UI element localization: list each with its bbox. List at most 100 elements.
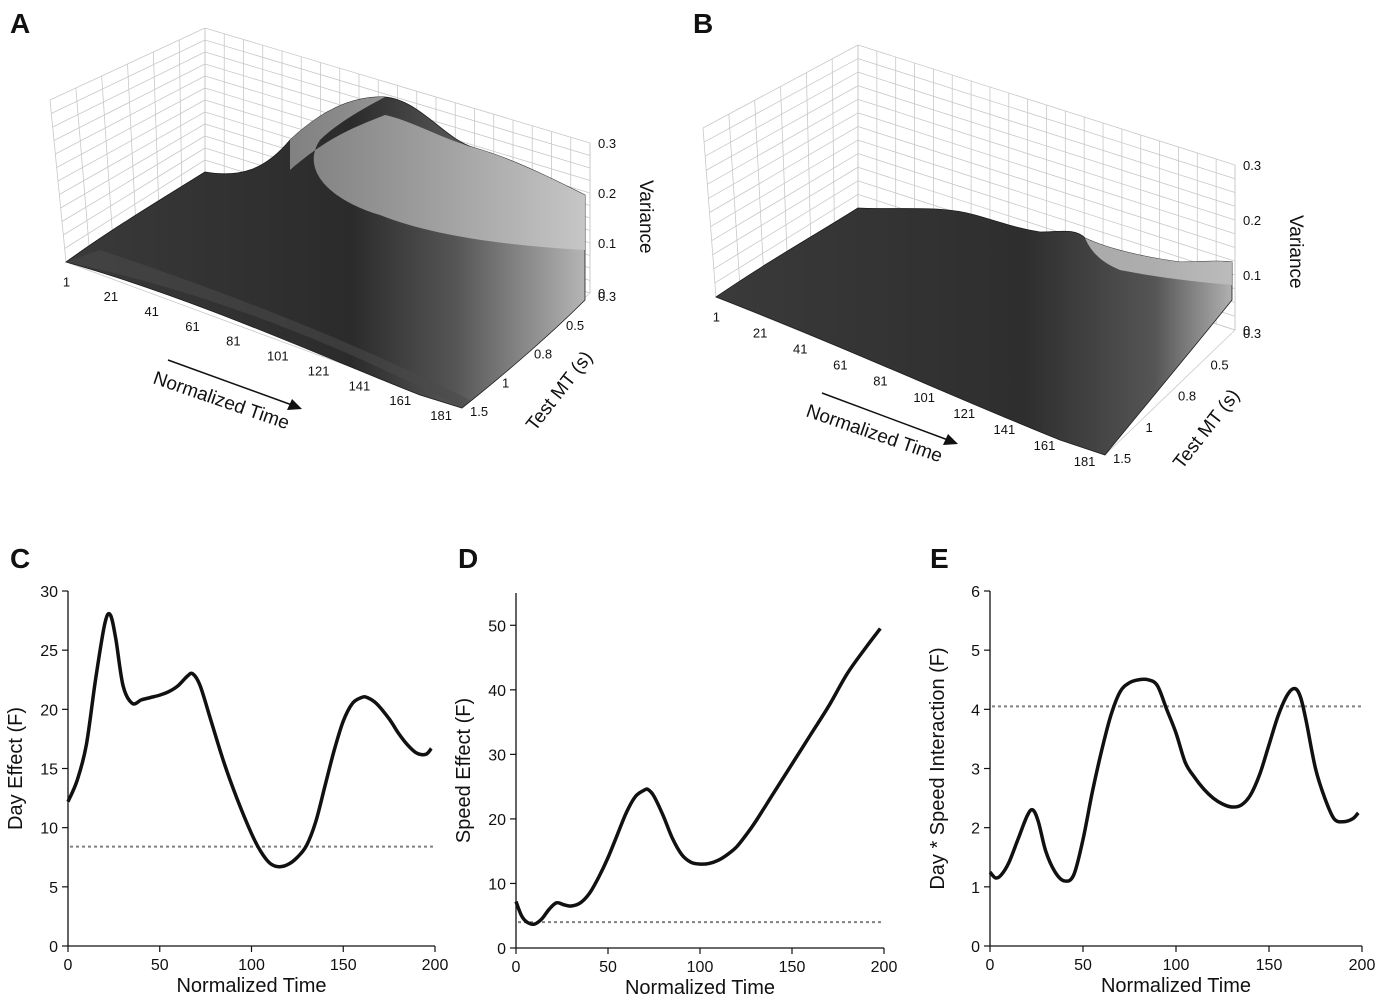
chart-d-y-tick-label: 0 bbox=[497, 941, 506, 958]
panel-b-x-tick-label: 181 bbox=[1074, 454, 1096, 469]
panel-b-surface-highlight bbox=[1085, 238, 1232, 285]
panel-b-ticks: 1214161811011211411611810.30.50.811.500.… bbox=[713, 158, 1261, 469]
chart-e: 0 50 100 150 200 0 1 2 3 4 5 6 Normalized Time Day * … bbox=[927, 584, 1375, 997]
chart-e-y-tick-label: 0 bbox=[971, 939, 980, 956]
panel-b-grid-line bbox=[754, 100, 764, 268]
chart-c-ylabel: Day Effect (F) bbox=[5, 707, 27, 830]
panel-letter-e: E bbox=[930, 543, 949, 574]
chart-e-series-line bbox=[988, 677, 1360, 883]
panel-b-y-tick-label: 1 bbox=[1146, 420, 1153, 435]
panel-a-x-tick-label: 1 bbox=[63, 274, 70, 289]
panel-b-xlabel: Normalized Time bbox=[803, 401, 945, 467]
panel-b-x-tick-label: 41 bbox=[793, 342, 807, 357]
chart-d-ylabel: Speed Effect (F) bbox=[453, 698, 475, 843]
chart-c: 0 50 100 150 200 0 5 10 15 20 25 30 Normalized Time D… bbox=[5, 584, 448, 997]
panel-a-z-tick-label: 0.1 bbox=[598, 236, 616, 251]
panel-letter-d: D bbox=[458, 543, 478, 574]
chart-d-y-tick-label: 20 bbox=[488, 812, 506, 829]
chart-d-x-tick-label: 0 bbox=[512, 959, 521, 976]
panel-a-x-arrowhead bbox=[287, 399, 302, 410]
chart-c-y-tick-label: 25 bbox=[40, 643, 58, 660]
panel-b-grid-line bbox=[805, 72, 812, 238]
panel-a-x-tick-label: 21 bbox=[104, 289, 118, 304]
panel-b-x-tick-label: 81 bbox=[873, 374, 887, 389]
chart-e-y-tick-label: 6 bbox=[971, 584, 980, 601]
panel-letter-c: C bbox=[10, 543, 30, 574]
panel-b-z-tick-label: 0.1 bbox=[1243, 268, 1261, 283]
panel-b-x-arrowhead bbox=[943, 434, 958, 445]
panel-a-grid-line bbox=[49, 99, 67, 263]
panel-b-z-tick-label: 0.3 bbox=[1243, 158, 1261, 173]
panel-a-x-tick-label: 101 bbox=[267, 349, 289, 364]
chart-d: 0 50 100 150 200 0 10 20 30 40 50 Normalized Time Sp… bbox=[453, 593, 897, 998]
panel-a-zlabel: Variance bbox=[635, 180, 656, 254]
chart-c-x-tick-label: 150 bbox=[330, 957, 357, 974]
chart-d-x-tick-label: 100 bbox=[687, 959, 714, 976]
panel-a-y-tick-label: 0.5 bbox=[566, 318, 584, 333]
panel-b-z-tick-label: 0 bbox=[1243, 323, 1250, 338]
panel-b-box-edge bbox=[1104, 329, 1236, 456]
chart-e-xlabel: Normalized Time bbox=[1101, 975, 1251, 997]
panel-a-grid-line bbox=[204, 39, 591, 156]
panel-b-zlabel: Variance bbox=[1285, 215, 1306, 289]
chart-d-series-line bbox=[514, 627, 882, 926]
panel-b-x-tick-label: 161 bbox=[1034, 438, 1056, 453]
panel-b-grid-line bbox=[857, 85, 1236, 207]
panel-b-y-tick-label: 1.5 bbox=[1113, 451, 1131, 466]
chart-c-y-tick-label: 20 bbox=[40, 702, 58, 719]
chart-d-y-tick-label: 50 bbox=[488, 618, 506, 635]
panel-a-x-arrow bbox=[167, 359, 293, 406]
chart-c-y-tick-label: 0 bbox=[49, 939, 58, 956]
chart-d-xlabel: Normalized Time bbox=[625, 977, 775, 998]
panel-b-grid-line bbox=[780, 86, 788, 253]
chart-c-x-tick-label: 0 bbox=[64, 957, 73, 974]
panel-a-grid-line bbox=[204, 27, 591, 144]
chart-c-x-tick-label: 200 bbox=[422, 957, 449, 974]
panel-b-y-tick-label: 0.5 bbox=[1211, 357, 1229, 372]
panel-a-grid-line bbox=[178, 39, 183, 188]
chart-d-x-tick-label: 150 bbox=[779, 959, 806, 976]
panel-b-grid-line bbox=[857, 58, 1236, 180]
panel-a-z-tick-label: 0 bbox=[598, 286, 605, 301]
chart-c-x-tick-label: 100 bbox=[238, 957, 265, 974]
panel-b-x-tick-label: 121 bbox=[953, 406, 975, 421]
panel-b-grid-line bbox=[831, 58, 835, 223]
chart-e-x-tick-label: 150 bbox=[1256, 957, 1283, 974]
panel-b-x-tick-label: 21 bbox=[753, 325, 767, 340]
chart-e-x-tick-label: 100 bbox=[1163, 957, 1190, 974]
chart-c-y-tick-label: 5 bbox=[49, 880, 58, 897]
panel-b-x-tick-label: 61 bbox=[833, 358, 847, 373]
chart-d-x-tick-label: 200 bbox=[871, 959, 898, 976]
chart-e-y-tick-label: 2 bbox=[971, 821, 980, 838]
panel-a-x-tick-label: 141 bbox=[349, 378, 371, 393]
panel-a: A 1214161811011211411611810.30.50.811.50… bbox=[10, 8, 656, 435]
panel-a-z-tick-label: 0.3 bbox=[598, 136, 616, 151]
panel-b: B 1214161811011211411611810.30.50.811.50… bbox=[693, 8, 1306, 473]
panel-b-x-tick-label: 101 bbox=[913, 390, 935, 405]
chart-d-y-tick-label: 10 bbox=[488, 876, 506, 893]
panel-a-xlabel: Normalized Time bbox=[150, 368, 292, 434]
panel-b-grid-line bbox=[857, 44, 1236, 166]
chart-e-y-tick-label: 3 bbox=[971, 762, 980, 779]
panel-a-grid-line bbox=[127, 63, 136, 218]
panel-a-grid-line bbox=[152, 51, 160, 203]
panel-b-grid-line bbox=[857, 139, 1236, 262]
chart-e-x-tick-label: 50 bbox=[1074, 957, 1092, 974]
panel-a-x-tick-label: 181 bbox=[430, 408, 452, 423]
panel-letter-a: A bbox=[10, 8, 30, 39]
chart-c-y-tick-label: 15 bbox=[40, 762, 58, 779]
chart-e-ylabel: Day * Speed Interaction (F) bbox=[927, 647, 949, 889]
panel-b-grid-line bbox=[857, 126, 1236, 248]
panel-b-z-tick-label: 0.2 bbox=[1243, 213, 1261, 228]
chart-e-y-tick-label: 1 bbox=[971, 880, 980, 897]
chart-c-series-line bbox=[66, 611, 433, 869]
panel-b-y-tick-label: 0.3 bbox=[1243, 326, 1261, 341]
panel-a-ticks: 1214161811011211411611810.30.50.811.500.… bbox=[63, 136, 616, 423]
panel-a-grid-line bbox=[75, 87, 90, 248]
chart-c-y-tick-label: 10 bbox=[40, 821, 58, 838]
panel-b-grid-line bbox=[857, 98, 1236, 221]
chart-c-xlabel: Normalized Time bbox=[176, 975, 326, 997]
chart-e-y-tick-label: 4 bbox=[971, 702, 980, 719]
panel-a-x-tick-label: 81 bbox=[226, 334, 240, 349]
